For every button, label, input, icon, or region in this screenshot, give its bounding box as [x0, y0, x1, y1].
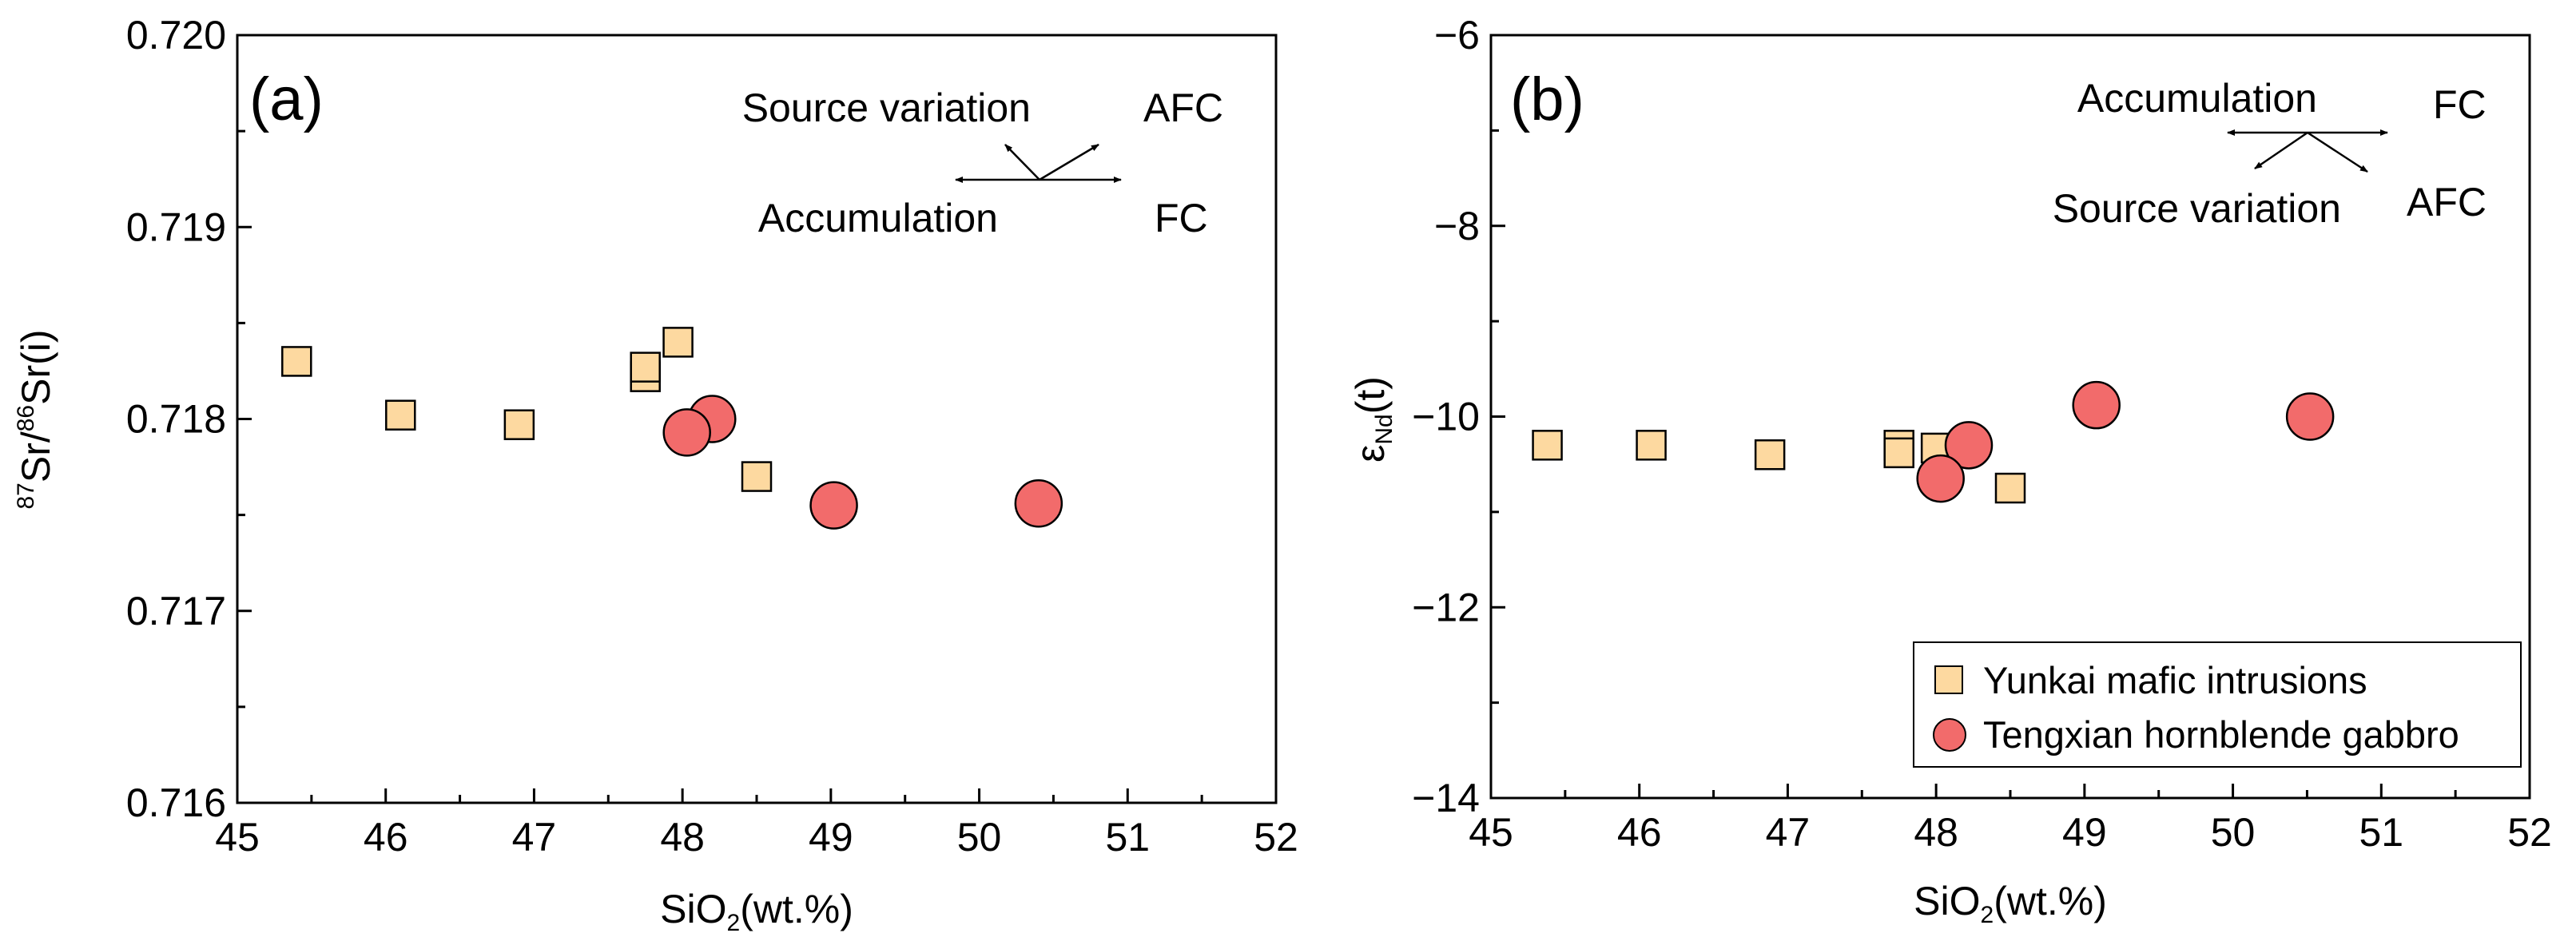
- x-tick-labels: 45 46 47 48 49 50 51 52: [1469, 810, 2552, 855]
- data-point-square: [1754, 439, 1786, 471]
- panel-label: (b): [1510, 66, 1584, 133]
- y-axis-title: 87Sr/86Sr(i): [13, 329, 58, 509]
- data-point-square: [1883, 437, 1914, 469]
- x-axis-title: SiO2(wt.%): [1914, 879, 2107, 928]
- x-tick-label: 47: [512, 815, 557, 860]
- arrow-afc: [1039, 143, 1099, 181]
- x-axis-title: SiO2(wt.%): [660, 887, 853, 936]
- x-tick-label: 50: [2211, 810, 2256, 855]
- x-tick-label: 49: [809, 815, 853, 860]
- process-vectors: [955, 143, 1122, 183]
- y-tick-label: 0.716: [126, 780, 226, 825]
- annotation-fc: FC: [1155, 196, 1208, 240]
- arrow-afc: [2307, 131, 2368, 173]
- panel-label: (a): [249, 66, 324, 133]
- tick-marks: [236, 34, 1278, 804]
- x-tick-label: 50: [957, 815, 1002, 860]
- tick-marks: [1489, 34, 2531, 800]
- data-point-square: [385, 399, 416, 431]
- legend-marker-yunkai: [1934, 665, 1963, 694]
- y-tick-label: −14: [1412, 776, 1480, 820]
- panel-a: 45 46 47 48 49 50 51 52 0.7160.7170.7180.7190.7…: [13, 13, 1298, 936]
- data-point-circle: [662, 408, 711, 457]
- x-tick-label: 51: [2359, 810, 2403, 855]
- y-tick-label: 0.720: [126, 13, 226, 58]
- x-tick-label: 45: [1469, 810, 1513, 855]
- y-tick-label: −8: [1434, 204, 1480, 248]
- annotation-source-variation: Source variation: [742, 85, 1031, 130]
- data-point-circle: [1014, 478, 1063, 528]
- annotation-afc: AFC: [2407, 180, 2487, 224]
- y-tick-label: 0.717: [126, 589, 226, 633]
- data-point-circle: [2285, 392, 2335, 441]
- arrow-source-variation: [1004, 144, 1040, 181]
- data-point-square: [662, 327, 694, 358]
- data-marks: [281, 327, 1063, 530]
- data-point-square: [1532, 430, 1563, 461]
- y-tick-label: 0.718: [126, 397, 226, 442]
- x-tick-label: 46: [364, 815, 408, 860]
- x-tick-label: 48: [1914, 810, 1958, 855]
- y-axis-title: εNd(t): [1348, 376, 1397, 463]
- x-tick-label: 51: [1105, 815, 1150, 860]
- x-tick-label: 45: [215, 815, 260, 860]
- x-tick-labels: 45 46 47 48 49 50 51 52: [215, 815, 1298, 860]
- panel-b: 45 46 47 48 49 50 51 52 −14 −12 −10 −8 −6 (b) SiO2(…: [1348, 13, 2552, 928]
- legend: Yunkai mafic intrusions Tengxian hornble…: [1913, 641, 2522, 768]
- data-point-square: [741, 461, 773, 492]
- x-tick-label: 47: [1766, 810, 1811, 855]
- x-tick-label: 49: [2062, 810, 2107, 855]
- process-vectors: [2227, 129, 2388, 173]
- annotation-source-variation: Source variation: [2053, 186, 2341, 231]
- legend-label-tengxian: Tengxian hornblende gabbro: [1983, 713, 2459, 756]
- data-marks: [1532, 380, 2335, 504]
- annotation-accumulation: Accumulation: [758, 196, 998, 240]
- x-tick-label: 48: [660, 815, 705, 860]
- x-tick-label: 52: [1254, 815, 1298, 860]
- y-tick-label: −6: [1434, 13, 1480, 58]
- annotation-accumulation: Accumulation: [2077, 76, 2317, 121]
- y-tick-label: −12: [1412, 585, 1480, 629]
- legend-box: [1913, 641, 2522, 768]
- data-point-square: [1636, 430, 1667, 461]
- data-point-circle: [1916, 454, 1965, 503]
- y-tick-label: 0.719: [126, 204, 226, 249]
- x-tick-label: 52: [2507, 810, 2552, 855]
- annotation-fc: FC: [2433, 82, 2487, 127]
- data-point-circle: [1944, 421, 1994, 470]
- y-tick-label: −10: [1412, 395, 1480, 439]
- data-point-square: [503, 409, 535, 440]
- annotation-afc: AFC: [1143, 85, 1223, 130]
- arrow-source-variation: [2254, 131, 2308, 170]
- y-tick-labels: −14 −12 −10 −8 −6: [1412, 13, 1480, 820]
- data-point-circle: [2072, 380, 2121, 430]
- data-point-square: [630, 351, 661, 383]
- data-point-square: [281, 346, 312, 377]
- x-tick-label: 46: [1617, 810, 1662, 855]
- legend-label-yunkai: Yunkai mafic intrusions: [1983, 659, 2367, 701]
- y-tick-labels: 0.716 0.717 0.718 0.719 0.720: [126, 13, 226, 825]
- legend-marker-tengxian: [1933, 718, 1966, 752]
- data-point-square: [1994, 472, 2026, 504]
- data-point-circle: [809, 481, 858, 530]
